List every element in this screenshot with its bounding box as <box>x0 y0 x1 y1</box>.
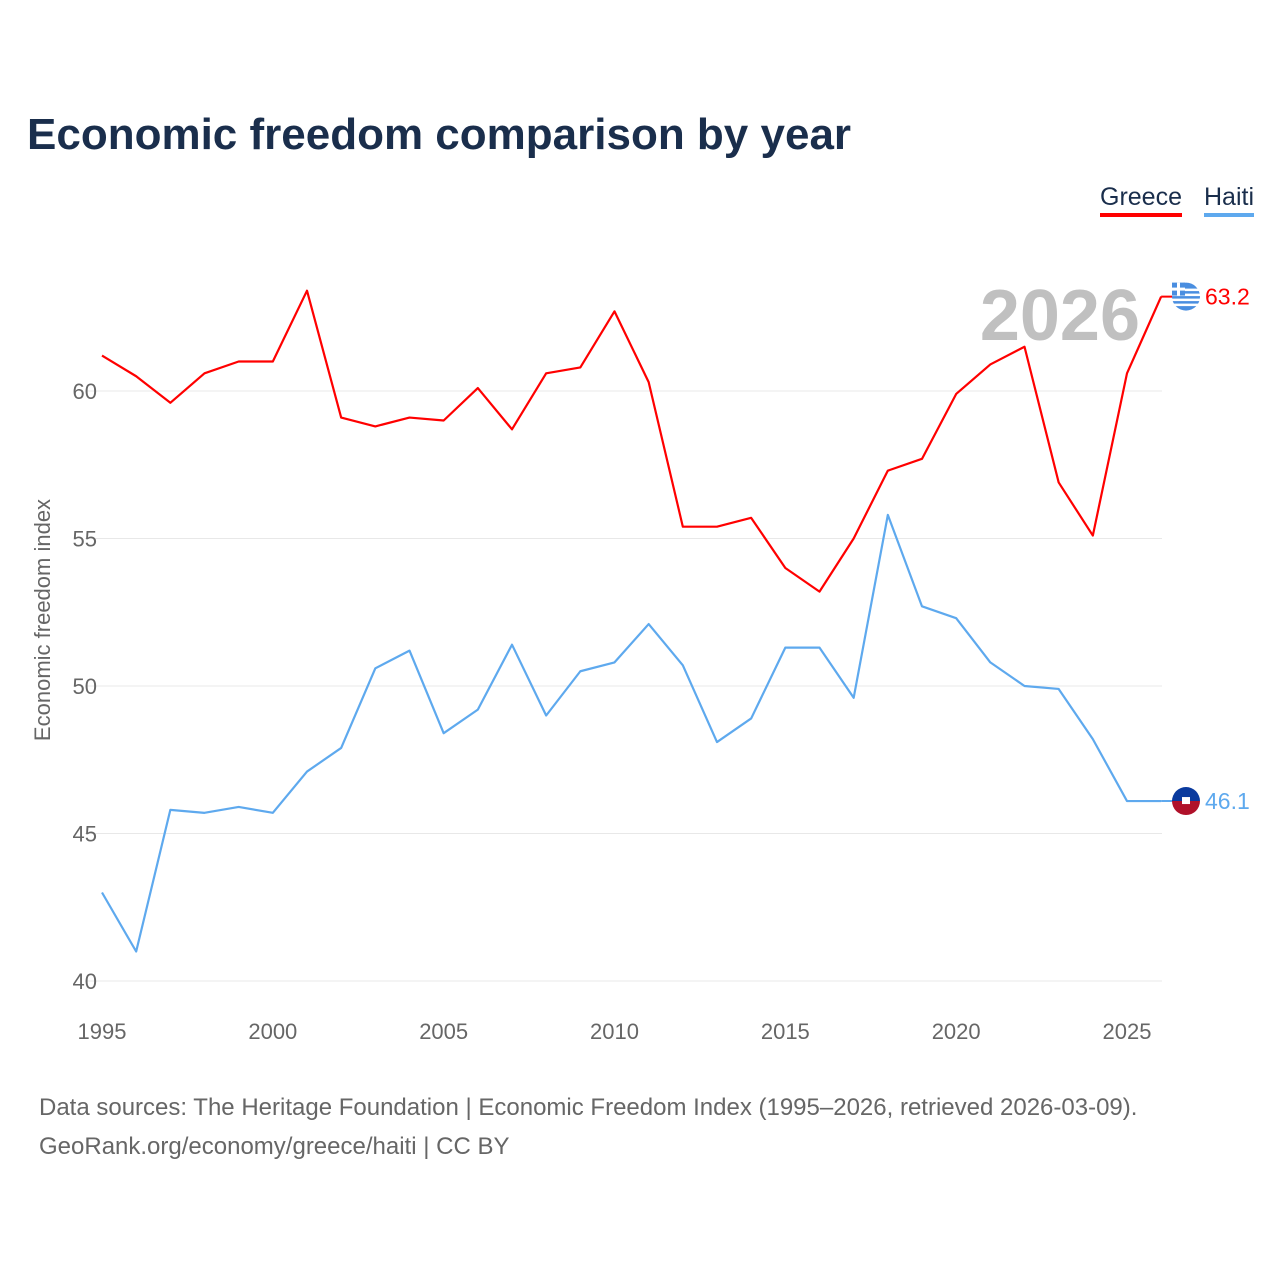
x-tick-label: 2025 <box>1103 1019 1152 1044</box>
y-tick-label: 60 <box>73 379 97 404</box>
y-tick-label: 40 <box>73 969 97 994</box>
flag-lower-half <box>1172 801 1200 816</box>
legend-greece[interactable]: Greece <box>1100 183 1182 217</box>
flag-cross <box>1172 287 1185 291</box>
legend-haiti[interactable]: Haiti <box>1203 183 1254 217</box>
series-line-haiti <box>101 513 1162 953</box>
series-line-greece <box>101 289 1163 593</box>
end-value-label: 46.1 <box>1205 788 1250 814</box>
flag-stripe <box>1172 298 1200 302</box>
x-tick-label: 2020 <box>932 1019 981 1044</box>
x-tick-label: 2010 <box>590 1019 639 1044</box>
y-tick-label: 50 <box>73 674 97 699</box>
legend: Greece Haiti <box>1100 183 1254 217</box>
flag-stripe <box>1172 293 1200 297</box>
x-tick-label: 2015 <box>761 1019 810 1044</box>
end-value-label: 63.2 <box>1205 284 1250 310</box>
source-text: Data sources: The Heritage Foundation | … <box>39 1094 1138 1121</box>
year-watermark: 2026 <box>980 276 1140 356</box>
flag-emblem <box>1182 797 1190 805</box>
x-tick-label: 1995 <box>78 1019 127 1044</box>
chart-title: Economic freedom comparison by year <box>27 110 852 159</box>
x-tick-label: 2000 <box>248 1019 297 1044</box>
y-tick-label: 55 <box>73 527 97 552</box>
y-tick-label: 45 <box>73 822 97 847</box>
attribution-link[interactable]: GeoRank.org/economy/greece/haiti | CC BY <box>39 1133 510 1160</box>
flag-stripe <box>1172 288 1200 292</box>
y-axis-label: Economic freedom index <box>30 499 55 741</box>
flag-stripe <box>1172 303 1200 307</box>
footer: Data sources: The Heritage Foundation | … <box>39 1088 1137 1166</box>
haiti-flag-icon <box>1172 787 1200 802</box>
x-tick-label: 2005 <box>419 1019 468 1044</box>
